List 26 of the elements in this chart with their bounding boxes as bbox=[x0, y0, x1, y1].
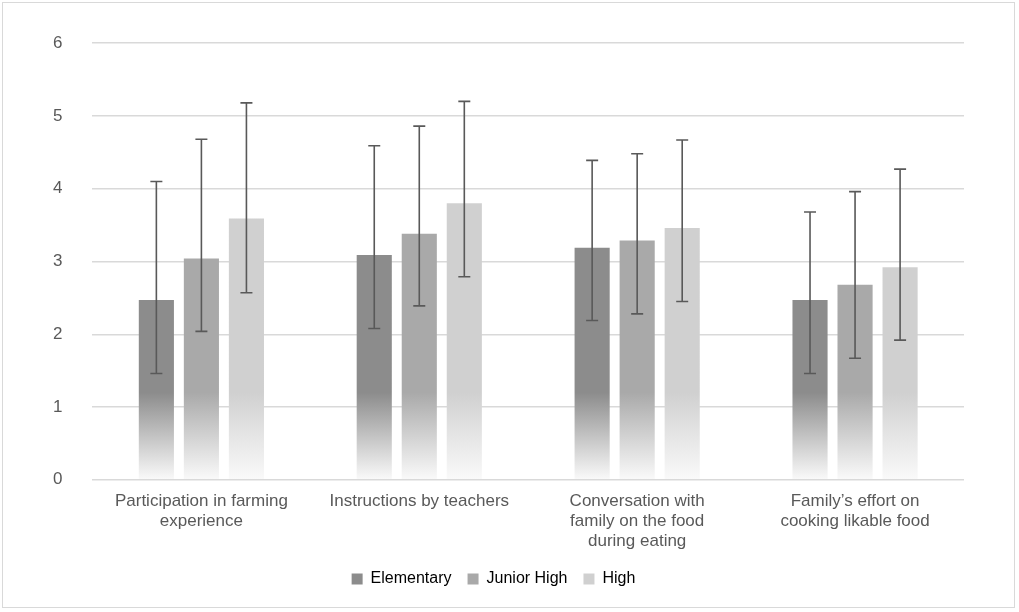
bar bbox=[183, 258, 219, 480]
bar bbox=[574, 247, 610, 480]
y-tick-label: 2 bbox=[52, 323, 63, 343]
bar bbox=[792, 300, 828, 480]
y-tick-label: 6 bbox=[52, 32, 63, 52]
legend-label: High bbox=[602, 569, 636, 587]
bar bbox=[228, 218, 264, 480]
bar bbox=[882, 267, 918, 480]
x-tick-label: Family’s effort on cooking likable food bbox=[780, 490, 930, 531]
x-tick-label: Instructions by teachers bbox=[329, 490, 510, 510]
y-tick-label: 3 bbox=[52, 251, 63, 271]
y-tick-label: 0 bbox=[52, 469, 63, 489]
x-tick-label: Participation in farming experience bbox=[114, 490, 288, 531]
bar bbox=[356, 254, 392, 480]
y-tick-label: 4 bbox=[52, 178, 63, 198]
bar bbox=[619, 240, 655, 480]
y-tick-label: 1 bbox=[52, 396, 63, 416]
bar bbox=[837, 284, 873, 480]
y-tick-label: 5 bbox=[52, 105, 63, 125]
x-tick-label: Conversation with family on the food during eating bbox=[569, 490, 705, 551]
bar bbox=[664, 228, 700, 480]
legend-label: Junior High bbox=[486, 569, 568, 587]
bar bbox=[446, 203, 482, 480]
bar bbox=[401, 233, 437, 480]
legend-label: Elementary bbox=[370, 569, 452, 587]
bar bbox=[138, 300, 174, 480]
